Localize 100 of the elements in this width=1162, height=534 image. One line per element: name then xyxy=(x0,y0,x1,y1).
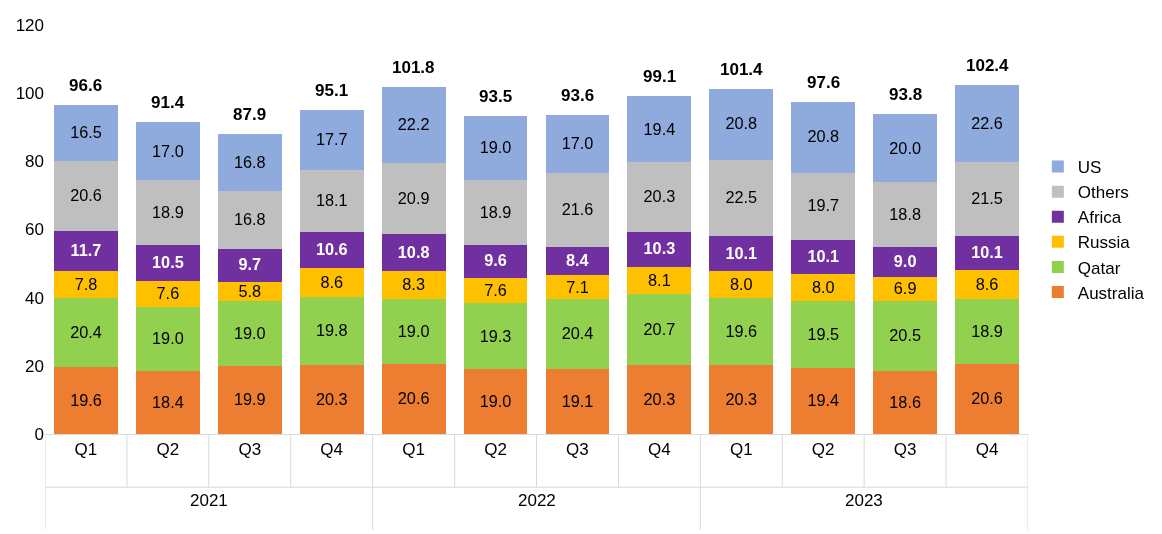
total-label: 87.9 xyxy=(233,105,267,124)
data-label: 17.0 xyxy=(561,134,594,153)
x-tick-label: Q4 xyxy=(975,440,999,460)
data-label: 18.1 xyxy=(315,191,348,210)
bar xyxy=(955,235,1019,271)
data-label: 22.6 xyxy=(971,114,1003,133)
legend-label: Africa xyxy=(1077,208,1122,228)
bar xyxy=(709,298,774,365)
bar xyxy=(54,104,118,161)
bar xyxy=(54,271,118,298)
data-label: 10.8 xyxy=(397,242,430,261)
data-label: 20.3 xyxy=(725,389,758,408)
bar xyxy=(381,233,446,271)
data-label: 16.8 xyxy=(233,210,266,229)
bar xyxy=(627,231,692,267)
bar xyxy=(217,191,282,249)
data-label: 9.6 xyxy=(484,251,507,270)
bar xyxy=(54,297,118,368)
bar xyxy=(791,101,856,173)
bar xyxy=(709,364,774,434)
data-label: 19.0 xyxy=(479,391,512,410)
data-label: 19.0 xyxy=(397,321,430,340)
bar xyxy=(381,87,446,163)
bar xyxy=(217,248,282,282)
bar xyxy=(381,270,446,300)
bar xyxy=(135,122,200,181)
x-tick-label: Q3 xyxy=(893,440,917,460)
data-label: 18.4 xyxy=(152,392,184,411)
data-label: 18.9 xyxy=(479,202,512,221)
data-label: 19.8 xyxy=(315,321,348,340)
bar xyxy=(709,236,774,271)
data-label: 8.0 xyxy=(811,278,835,297)
bar xyxy=(873,300,938,371)
bar xyxy=(873,182,938,247)
data-label: 22.5 xyxy=(725,188,758,207)
data-label: 19.0 xyxy=(479,138,512,157)
data-label: 20.6 xyxy=(397,389,430,408)
y-tick-label: 0 xyxy=(34,424,44,444)
x-tick-label: Q1 xyxy=(402,440,425,460)
bar xyxy=(627,364,692,434)
data-label: 10.1 xyxy=(807,247,840,266)
bar xyxy=(791,172,856,240)
total-label: 101.8 xyxy=(392,58,435,77)
bar xyxy=(463,244,528,278)
data-label: 8.6 xyxy=(320,272,344,291)
bar xyxy=(463,369,528,434)
bar xyxy=(217,366,282,434)
bar xyxy=(791,301,856,368)
data-label: 19.5 xyxy=(807,324,840,343)
data-label: 19.6 xyxy=(70,390,102,409)
bar xyxy=(955,299,1019,364)
data-label: 18.6 xyxy=(889,392,921,411)
bar xyxy=(955,85,1019,163)
bar xyxy=(545,299,610,369)
bar xyxy=(545,114,610,173)
data-label: 5.8 xyxy=(238,281,262,300)
bar xyxy=(627,266,692,295)
data-label: 19.3 xyxy=(479,326,512,345)
y-tick-label: 60 xyxy=(25,220,44,240)
x-tick-label: Q2 xyxy=(811,440,835,460)
data-label: 10.1 xyxy=(725,243,758,262)
text: 2021 xyxy=(190,491,228,510)
bar xyxy=(791,274,856,302)
bar xyxy=(955,162,1019,236)
bar xyxy=(545,368,610,434)
data-label: 20.3 xyxy=(643,389,676,408)
data-label: 11.7 xyxy=(70,241,102,260)
data-label: 22.2 xyxy=(397,115,430,134)
bar xyxy=(217,301,282,367)
bar xyxy=(381,363,446,434)
total-label: 97.6 xyxy=(807,73,841,92)
total-label: 99.1 xyxy=(643,67,677,86)
text: 2022 xyxy=(518,491,556,510)
bar xyxy=(873,370,938,434)
text: 2023 xyxy=(845,491,883,510)
data-label: 18.9 xyxy=(152,202,184,221)
data-label: 7.1 xyxy=(566,277,589,296)
data-label: 10.5 xyxy=(152,253,184,271)
data-label: 20.6 xyxy=(971,389,1003,408)
legend-label: US xyxy=(1077,158,1102,178)
bar xyxy=(217,134,282,192)
data-label: 8.1 xyxy=(648,270,671,289)
legend-label: Others xyxy=(1077,183,1129,203)
x-tick-label: Q1 xyxy=(729,440,753,460)
bar xyxy=(627,162,692,232)
data-label: 17.0 xyxy=(152,141,184,160)
bar xyxy=(299,170,364,232)
bar xyxy=(955,270,1019,300)
data-label: 19.0 xyxy=(233,324,266,343)
total-label: 93.5 xyxy=(479,87,513,106)
data-label: 18.8 xyxy=(889,204,921,223)
data-label: 21.6 xyxy=(561,200,594,218)
data-label: 10.6 xyxy=(315,240,348,259)
bar xyxy=(381,162,446,234)
data-label: 20.9 xyxy=(397,188,430,207)
y-tick-label: 40 xyxy=(25,288,44,308)
bar xyxy=(873,114,938,183)
data-label: 18.9 xyxy=(971,321,1003,340)
data-label: 20.0 xyxy=(889,138,921,157)
bar xyxy=(135,306,200,372)
